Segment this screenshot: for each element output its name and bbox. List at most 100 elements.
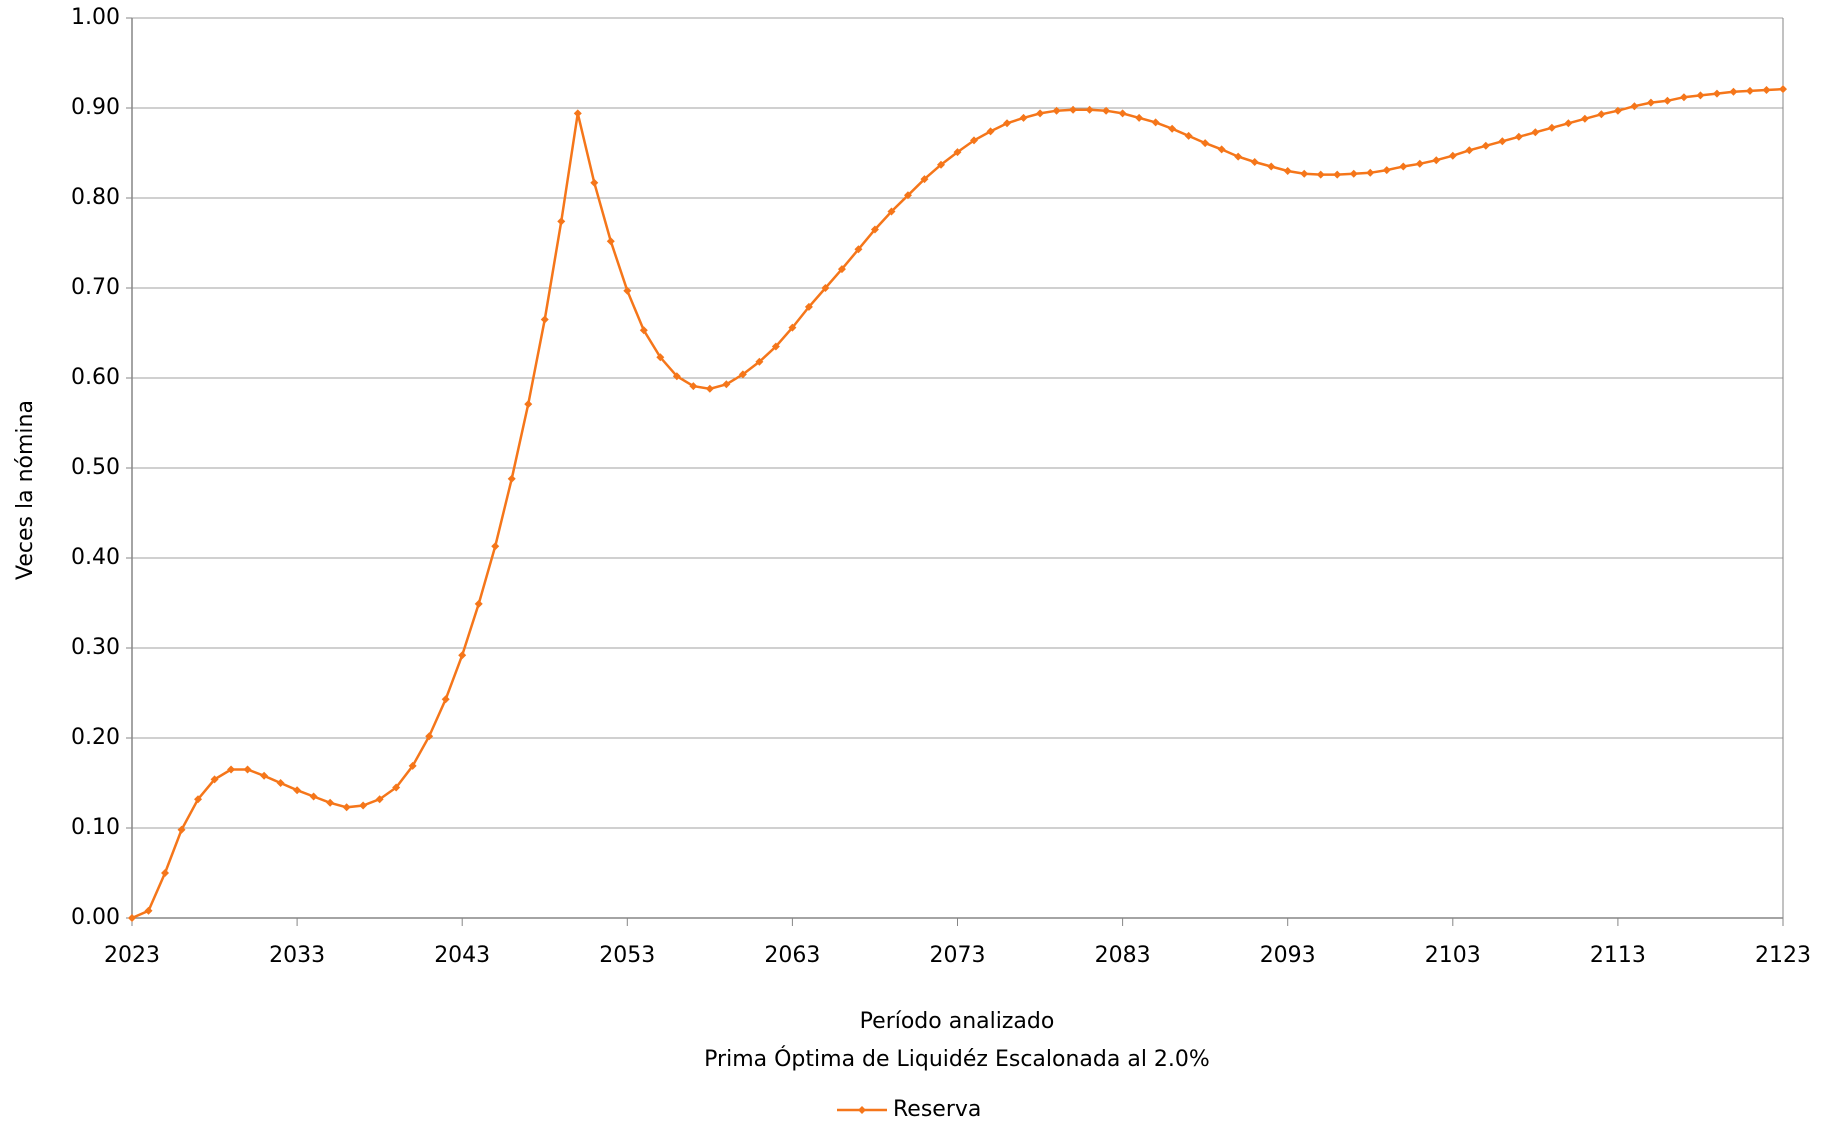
marker — [1580, 114, 1589, 123]
marker — [1646, 98, 1655, 107]
marker — [1052, 106, 1061, 115]
marker — [309, 792, 318, 801]
marker — [1151, 118, 1160, 127]
marker — [1036, 109, 1045, 118]
marker — [1349, 169, 1358, 178]
y-tick-label: 0.30 — [71, 635, 120, 660]
marker — [1696, 91, 1705, 100]
marker — [1564, 119, 1573, 128]
marker — [1779, 85, 1787, 94]
marker — [854, 245, 863, 254]
marker — [722, 380, 731, 389]
marker — [1679, 93, 1688, 102]
marker — [375, 795, 384, 804]
marker — [1333, 170, 1342, 179]
marker — [903, 191, 912, 200]
y-tick-label: 0.40 — [71, 545, 120, 570]
marker — [1712, 89, 1721, 98]
marker — [771, 342, 780, 351]
x-tick-label: 2103 — [1425, 943, 1481, 968]
marker — [210, 775, 219, 784]
marker — [1250, 158, 1259, 166]
marker — [458, 651, 467, 660]
legend-marker — [858, 1106, 866, 1114]
marker — [1465, 146, 1474, 155]
marker — [177, 825, 186, 834]
marker — [260, 771, 269, 780]
marker — [1531, 128, 1540, 137]
subtitle: Prima Óptima de Liquidéz Escalonada al 2… — [704, 1046, 1210, 1072]
marker — [672, 372, 681, 381]
marker — [491, 542, 500, 551]
marker — [705, 384, 714, 393]
x-tick-label: 2033 — [269, 943, 325, 968]
marker — [507, 474, 516, 483]
marker — [656, 353, 665, 362]
marker — [1415, 159, 1424, 168]
marker — [161, 869, 170, 877]
marker — [194, 795, 203, 804]
marker — [689, 382, 698, 391]
y-axis-label: Veces la nómina — [13, 400, 38, 580]
marker — [837, 265, 846, 274]
marker — [1448, 151, 1457, 160]
marker — [1217, 145, 1226, 154]
y-tick-label: 0.10 — [71, 815, 120, 840]
legend-label: Reserva — [893, 1097, 981, 1122]
x-axis-label: Período analizado — [860, 1009, 1055, 1034]
marker — [326, 798, 335, 807]
marker — [557, 217, 566, 226]
marker — [342, 803, 351, 812]
x-tick-label: 2063 — [764, 943, 820, 968]
marker — [128, 914, 136, 922]
marker — [227, 765, 236, 774]
marker — [243, 765, 252, 774]
marker — [1085, 105, 1094, 114]
marker — [1300, 169, 1309, 178]
series-line — [131, 87, 1784, 920]
marker — [1745, 86, 1754, 95]
marker — [870, 225, 879, 234]
x-tick-label: 2073 — [930, 943, 986, 968]
marker — [524, 400, 533, 409]
marker — [408, 761, 417, 770]
marker — [1316, 170, 1325, 179]
marker — [986, 127, 995, 136]
marker — [276, 779, 285, 787]
marker — [1729, 87, 1738, 96]
x-tick-label: 2093 — [1260, 943, 1316, 968]
y-tick-label: 0.90 — [71, 95, 120, 120]
marker — [1399, 162, 1408, 171]
marker — [1663, 96, 1672, 105]
x-tick-label: 2083 — [1095, 943, 1151, 968]
marker — [821, 284, 830, 292]
marker — [1613, 106, 1622, 115]
marker — [1762, 86, 1771, 94]
marker — [738, 370, 747, 379]
y-tick-label: 0.00 — [71, 905, 120, 930]
marker — [1514, 132, 1523, 141]
y-tick-label: 0.50 — [71, 455, 120, 480]
marker — [623, 286, 632, 295]
marker — [1547, 123, 1556, 132]
marker — [573, 109, 582, 118]
marker — [1184, 131, 1193, 140]
x-tick-label: 2053 — [599, 943, 655, 968]
x-tick-label: 2023 — [104, 943, 160, 968]
marker — [441, 695, 450, 704]
marker — [936, 160, 945, 169]
marker — [1168, 124, 1177, 133]
marker — [1382, 166, 1391, 175]
marker — [1118, 109, 1127, 118]
marker — [639, 326, 648, 335]
marker — [1234, 152, 1243, 161]
y-tick-label: 0.70 — [71, 275, 120, 300]
y-tick-label: 0.80 — [71, 185, 120, 210]
marker — [540, 315, 549, 324]
marker — [920, 175, 929, 184]
marker — [1498, 137, 1507, 146]
y-tick-label: 0.20 — [71, 725, 120, 750]
marker — [970, 136, 979, 145]
